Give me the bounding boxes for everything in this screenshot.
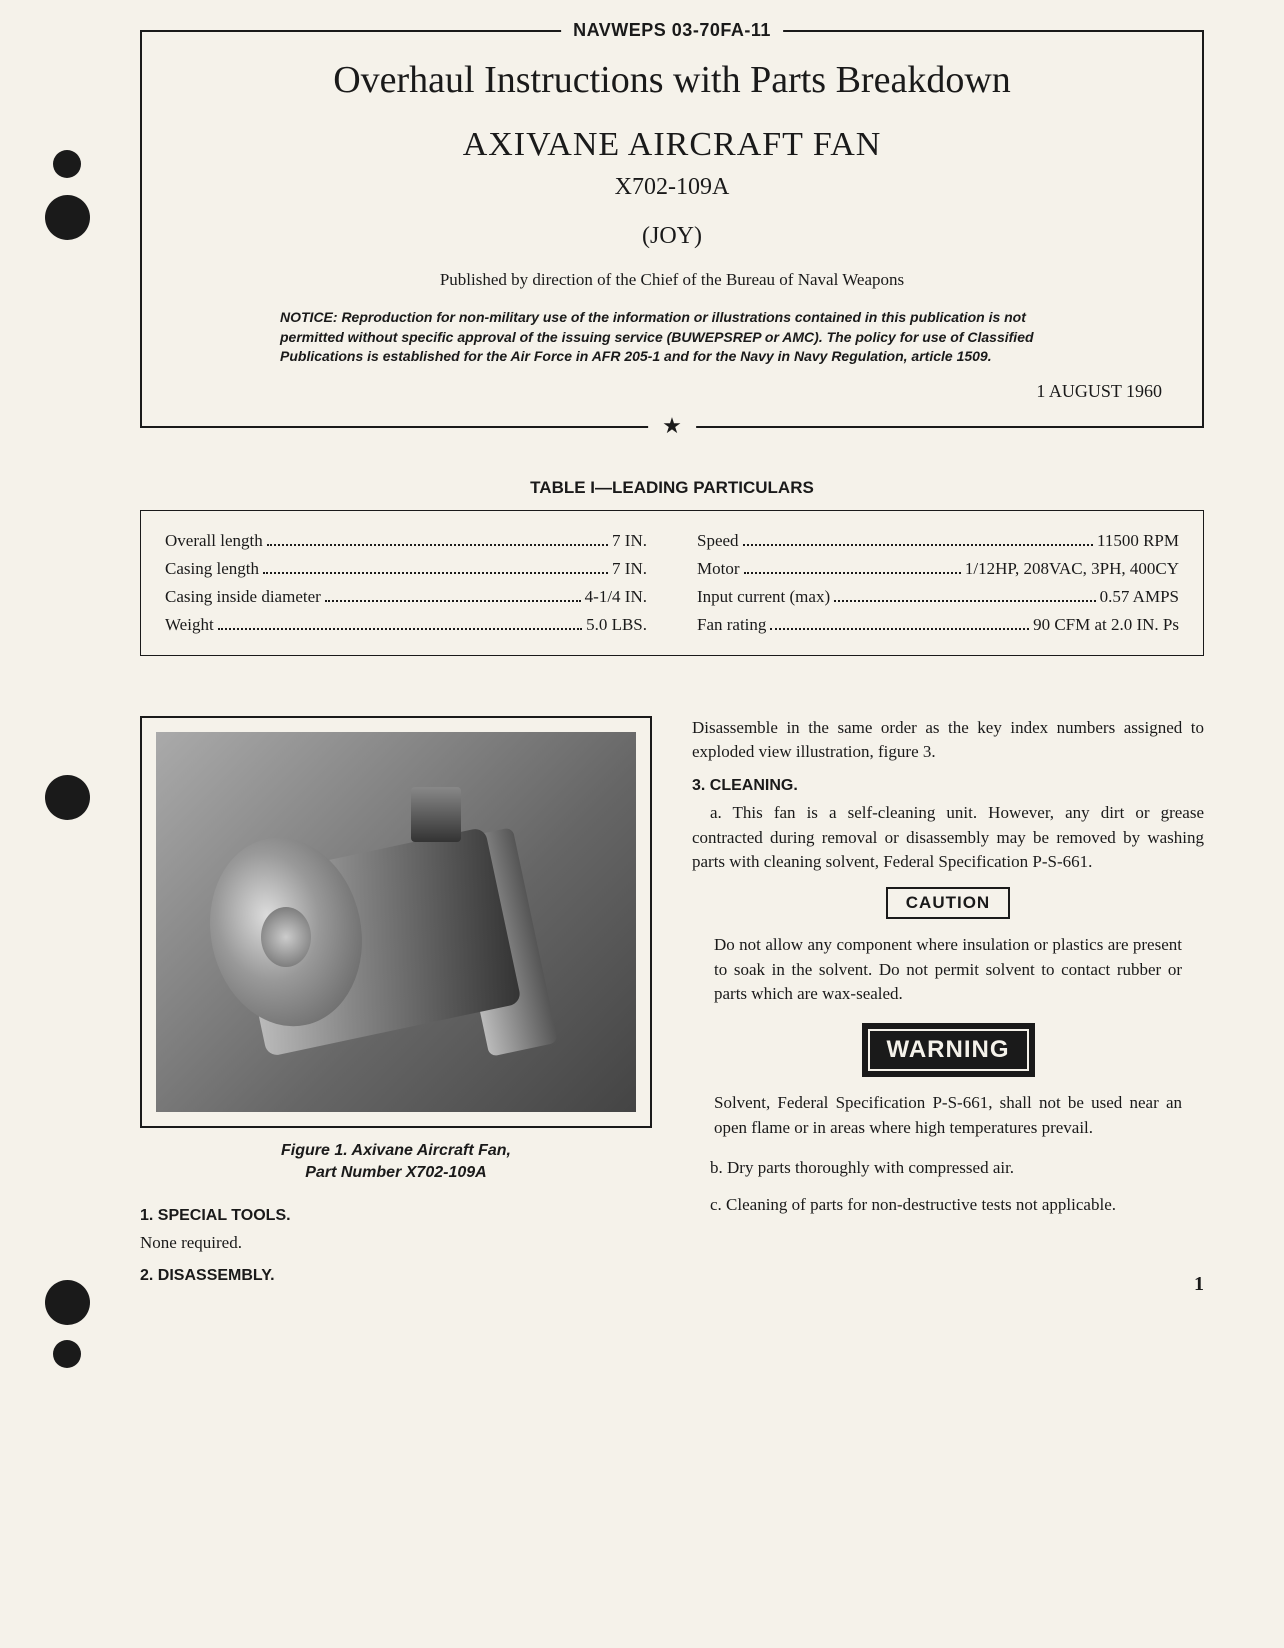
notice-text: NOTICE: Reproduction for non-military us… (280, 308, 1064, 367)
spec-label: Input current (max) (697, 587, 830, 607)
document-title: Overhaul Instructions with Parts Breakdo… (182, 58, 1162, 102)
spec-label: Weight (165, 615, 214, 635)
fan-connector-shape (411, 787, 461, 842)
figure-frame (140, 716, 652, 1128)
publication-date: 1 AUGUST 1960 (182, 381, 1162, 402)
spec-value: 90 CFM at 2.0 IN. Ps (1033, 615, 1179, 635)
table-row: Overall length 7 IN. (165, 531, 647, 551)
figure-image (156, 732, 636, 1112)
table-row: Fan rating 90 CFM at 2.0 IN. Ps (697, 615, 1179, 635)
warning-label: WARNING (862, 1023, 1035, 1077)
document-subtitle: AXIVANE AIRCRAFT FAN (182, 126, 1162, 164)
table-row: Speed 11500 RPM (697, 531, 1179, 551)
spec-value: 7 IN. (612, 531, 647, 551)
warning-text: Solvent, Federal Specification P-S-661, … (692, 1091, 1204, 1140)
figure-caption: Figure 1. Axivane Aircraft Fan, Part Num… (140, 1140, 652, 1185)
leader-dots (743, 544, 1093, 546)
spec-label: Overall length (165, 531, 263, 551)
right-column: Disassemble in the same order as the key… (692, 716, 1204, 1291)
left-column: Figure 1. Axivane Aircraft Fan, Part Num… (140, 716, 652, 1291)
leader-dots (218, 628, 582, 630)
caution-label: CAUTION (886, 887, 1010, 919)
published-by: Published by direction of the Chief of t… (182, 270, 1162, 290)
table-title: TABLE I—LEADING PARTICULARS (140, 478, 1204, 498)
leader-dots (834, 600, 1096, 602)
section-heading: 1. SPECIAL TOOLS. (140, 1207, 652, 1225)
page-container: NAVWEPS 03-70FA-11 Overhaul Instructions… (0, 0, 1284, 1321)
publication-id: NAVWEPS 03-70FA-11 (561, 20, 783, 41)
header-box: NAVWEPS 03-70FA-11 Overhaul Instructions… (140, 30, 1204, 428)
table-column-right: Speed 11500 RPM Motor 1/12HP, 208VAC, 3PH,… (697, 523, 1179, 643)
table-row: Input current (max) 0.57 AMPS (697, 587, 1179, 607)
body-text: b. Dry parts thoroughly with compressed … (692, 1156, 1204, 1181)
section-heading: 2. DISASSEMBLY. (140, 1267, 652, 1285)
spec-label: Casing inside diameter (165, 587, 321, 607)
spec-value: 4-1/4 IN. (585, 587, 647, 607)
caution-text: Do not allow any component where insulat… (692, 933, 1204, 1007)
body-text: a. This fan is a self-cleaning unit. How… (692, 801, 1204, 875)
spec-label: Motor (697, 559, 740, 579)
fan-hub-shape (261, 907, 311, 967)
punch-hole (53, 1340, 81, 1368)
caution-container: CAUTION (692, 887, 1204, 919)
table-row: Casing inside diameter 4-1/4 IN. (165, 587, 647, 607)
section-heading: 3. CLEANING. (692, 777, 1204, 795)
spec-value: 7 IN. (612, 559, 647, 579)
body-text: Disassemble in the same order as the key… (692, 716, 1204, 765)
table-row: Motor 1/12HP, 208VAC, 3PH, 400CY (697, 559, 1179, 579)
caption-line: Part Number X702-109A (305, 1164, 486, 1181)
spec-label: Speed (697, 531, 739, 551)
star-divider-icon: ★ (648, 413, 696, 439)
spec-value: 1/12HP, 208VAC, 3PH, 400CY (965, 559, 1179, 579)
content-columns: Figure 1. Axivane Aircraft Fan, Part Num… (140, 716, 1204, 1291)
body-text: None required. (140, 1231, 652, 1256)
table-row: Weight 5.0 LBS. (165, 615, 647, 635)
spec-label: Casing length (165, 559, 259, 579)
leader-dots (744, 572, 961, 574)
leader-dots (770, 628, 1029, 630)
table-row: Casing length 7 IN. (165, 559, 647, 579)
spec-label: Fan rating (697, 615, 766, 635)
leader-dots (263, 572, 608, 574)
leader-dots (325, 600, 581, 602)
part-number: X702-109A (182, 174, 1162, 201)
leader-dots (267, 544, 608, 546)
table-column-left: Overall length 7 IN. Casing length 7 IN. C… (165, 523, 647, 643)
spec-value: 5.0 LBS. (586, 615, 647, 635)
manufacturer: (JOY) (182, 223, 1162, 250)
warning-container: WARNING (692, 1023, 1204, 1077)
particulars-table: Overall length 7 IN. Casing length 7 IN. C… (140, 510, 1204, 656)
spec-value: 0.57 AMPS (1100, 587, 1179, 607)
spec-value: 11500 RPM (1097, 531, 1179, 551)
caption-line: Figure 1. Axivane Aircraft Fan, (281, 1142, 511, 1159)
page-number: 1 (1194, 1273, 1204, 1296)
body-text: c. Cleaning of parts for non-destructive… (692, 1193, 1204, 1218)
